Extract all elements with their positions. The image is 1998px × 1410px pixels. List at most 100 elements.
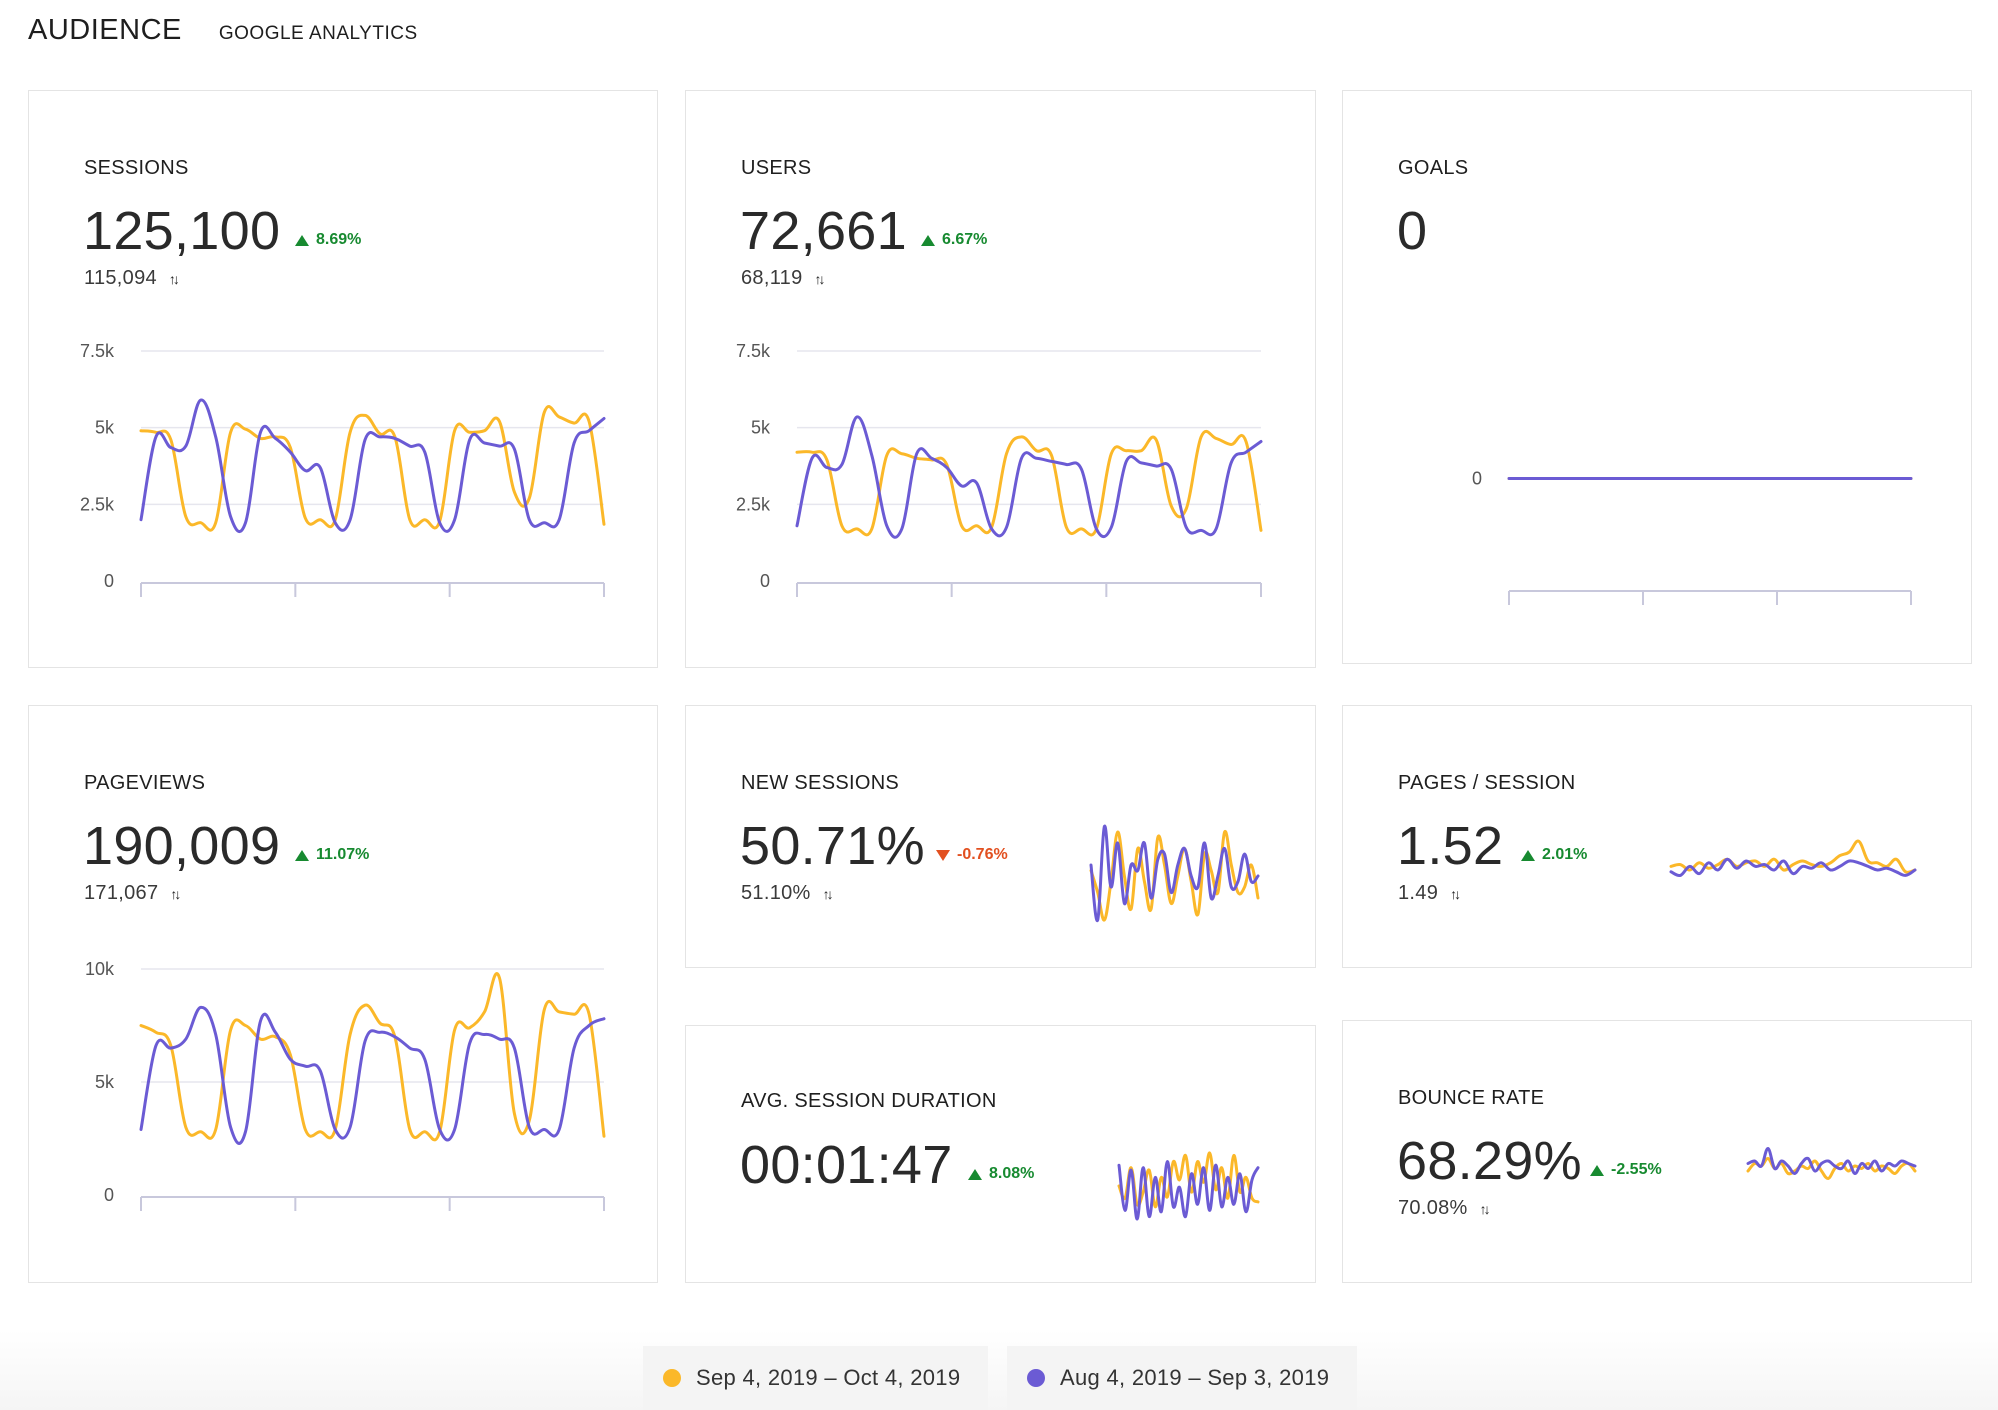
users-chart: 0 2.5k 5k 7.5k (736, 341, 1263, 597)
legend-previous-label: Aug 4, 2019 – Sep 3, 2019 (1060, 1365, 1330, 1390)
compare-arrows-icon: ↑↓ (814, 270, 826, 287)
card-delta: -2.55% (1590, 1161, 1662, 1179)
card-value: 190,009 (83, 816, 281, 876)
compare-arrows-icon: ↑↓ (1450, 885, 1461, 902)
previous-text: 68,119 (741, 267, 803, 289)
card-label: PAGEVIEWS (84, 772, 206, 794)
card-delta: 6.67% (921, 231, 987, 249)
card-label: GOALS (1398, 157, 1469, 179)
pageviews-card[interactable]: PAGEVIEWS 190,009 11.07% 171,067 ↑↓ 0 5k 1… (28, 705, 658, 1283)
delta-text: 11.07% (316, 846, 370, 863)
sessions-card[interactable]: SESSIONS 125,100 8.69% 115,094 ↑↓ 0 2.5k 5… (28, 90, 658, 668)
card-previous-value: 115,094 ↑↓ (84, 267, 180, 290)
card-value: 125,100 (83, 201, 281, 261)
previous-period-dot-icon (1027, 1369, 1045, 1387)
card-value: 1.52 (1397, 816, 1504, 876)
compare-arrows-icon: ↑↓ (822, 885, 834, 902)
y-tick-label: 7.5k (80, 341, 115, 361)
pageviews-chart: 0 5k 10k (85, 959, 606, 1211)
previous-period-line (1089, 824, 1260, 922)
delta-text: 2.01% (1542, 846, 1588, 863)
delta-text: -2.55% (1611, 1161, 1662, 1178)
y-tick-label: 2.5k (736, 494, 771, 514)
pages-session-card[interactable]: PAGES / SESSION 1.52 2.01% 1.49 ↑↓ (1342, 705, 1972, 968)
page-header: AUDIENCE GOOGLE ANALYTICS (28, 14, 418, 54)
avg-session-duration-card[interactable]: AVG. SESSION DURATION 00:01:47 8.08% (685, 1025, 1316, 1283)
y-tick-label: 5k (95, 1072, 115, 1092)
users-card[interactable]: USERS 72,661 6.67% 68,119 ↑↓ 0 2.5k 5k 7.5k (685, 90, 1316, 668)
current-period-dot-icon (663, 1369, 681, 1387)
card-delta: 11.07% (295, 846, 369, 864)
previous-period-line (1117, 1160, 1260, 1221)
avg-session-duration-sparkline (1117, 1151, 1260, 1221)
current-period-line (139, 972, 606, 1142)
arrow-up-icon (968, 1168, 982, 1180)
delta-text: 6.67% (942, 231, 988, 248)
arrow-up-icon (295, 849, 309, 861)
card-previous-value: 51.10% ↑↓ (741, 882, 834, 905)
compare-arrows-icon: ↑↓ (1479, 1200, 1491, 1217)
card-value: 0 (1397, 201, 1428, 261)
card-label: USERS (741, 157, 812, 179)
sessions-chart: 0 2.5k 5k 7.5k (80, 341, 606, 597)
compare-arrows-icon: ↑↓ (170, 885, 181, 902)
new-sessions-card[interactable]: NEW SESSIONS 50.71% -0.76% 51.10% ↑↓ (685, 705, 1316, 968)
bounce-rate-sparkline (1746, 1146, 1917, 1180)
card-delta: 2.01% (1521, 846, 1587, 864)
goals-chart: 0 (1472, 469, 1913, 605)
legend-current-label: Sep 4, 2019 – Oct 4, 2019 (696, 1365, 961, 1390)
card-label: PAGES / SESSION (1398, 772, 1576, 794)
card-delta: 8.69% (295, 231, 361, 249)
y-tick-label: 0 (104, 1185, 114, 1205)
arrow-up-icon (1521, 849, 1535, 861)
current-period-line (1669, 839, 1917, 874)
previous-text: 115,094 (84, 267, 157, 289)
compare-arrows-icon: ↑↓ (168, 270, 180, 287)
current-period-line (1117, 1151, 1260, 1209)
y-tick-label: 7.5k (736, 341, 771, 361)
arrow-up-icon (295, 234, 309, 246)
card-previous-value: 1.49 ↑↓ (1398, 882, 1461, 905)
card-label: SESSIONS (84, 157, 189, 179)
arrow-up-icon (921, 234, 935, 246)
y-tick-label: 0 (760, 571, 770, 591)
card-value: 00:01:47 (740, 1135, 953, 1195)
card-value: 68.29% (1397, 1131, 1582, 1191)
delta-text: 8.08% (989, 1165, 1035, 1182)
card-label: NEW SESSIONS (741, 772, 900, 794)
current-period-line (1089, 830, 1260, 922)
new-sessions-sparkline (1089, 824, 1260, 922)
goals-card[interactable]: GOALS 0 0 (1342, 90, 1972, 664)
previous-text: 171,067 (84, 882, 159, 904)
y-tick-label: 5k (95, 418, 115, 438)
card-value: 72,661 (740, 201, 907, 261)
card-previous-value: 70.08% ↑↓ (1398, 1197, 1491, 1220)
card-label: BOUNCE RATE (1398, 1087, 1545, 1109)
card-previous-value: 68,119 ↑↓ (741, 267, 826, 290)
bounce-rate-card[interactable]: BOUNCE RATE 68.29% -2.55% 70.08% ↑↓ (1342, 1020, 1972, 1283)
legend-item-previous[interactable]: Aug 4, 2019 – Sep 3, 2019 (1007, 1346, 1357, 1410)
legend-bar (0, 1330, 1998, 1410)
previous-period-line (795, 415, 1263, 539)
card-label: AVG. SESSION DURATION (741, 1090, 997, 1112)
card-previous-value: 171,067 ↑↓ (84, 882, 181, 905)
y-tick-label: 0 (1472, 469, 1482, 489)
page-subtitle: GOOGLE ANALYTICS (218, 23, 418, 44)
card-delta: -0.76% (936, 846, 1008, 864)
delta-text: 8.69% (316, 231, 362, 248)
page-title: AUDIENCE (28, 14, 182, 46)
previous-period-line (139, 398, 606, 534)
card-value: 50.71% (740, 816, 925, 876)
y-tick-label: 5k (751, 418, 771, 438)
current-period-line (795, 429, 1263, 537)
previous-period-line (139, 1005, 606, 1145)
previous-text: 1.49 (1398, 882, 1439, 904)
y-tick-label: 0 (104, 571, 114, 591)
legend-item-current[interactable]: Sep 4, 2019 – Oct 4, 2019 (643, 1346, 988, 1410)
previous-period-line (1746, 1146, 1917, 1175)
arrow-up-icon (1590, 1164, 1604, 1176)
y-tick-label: 10k (85, 959, 115, 979)
y-tick-label: 2.5k (80, 494, 115, 514)
pages-session-sparkline (1669, 839, 1917, 878)
current-period-line (139, 405, 606, 532)
